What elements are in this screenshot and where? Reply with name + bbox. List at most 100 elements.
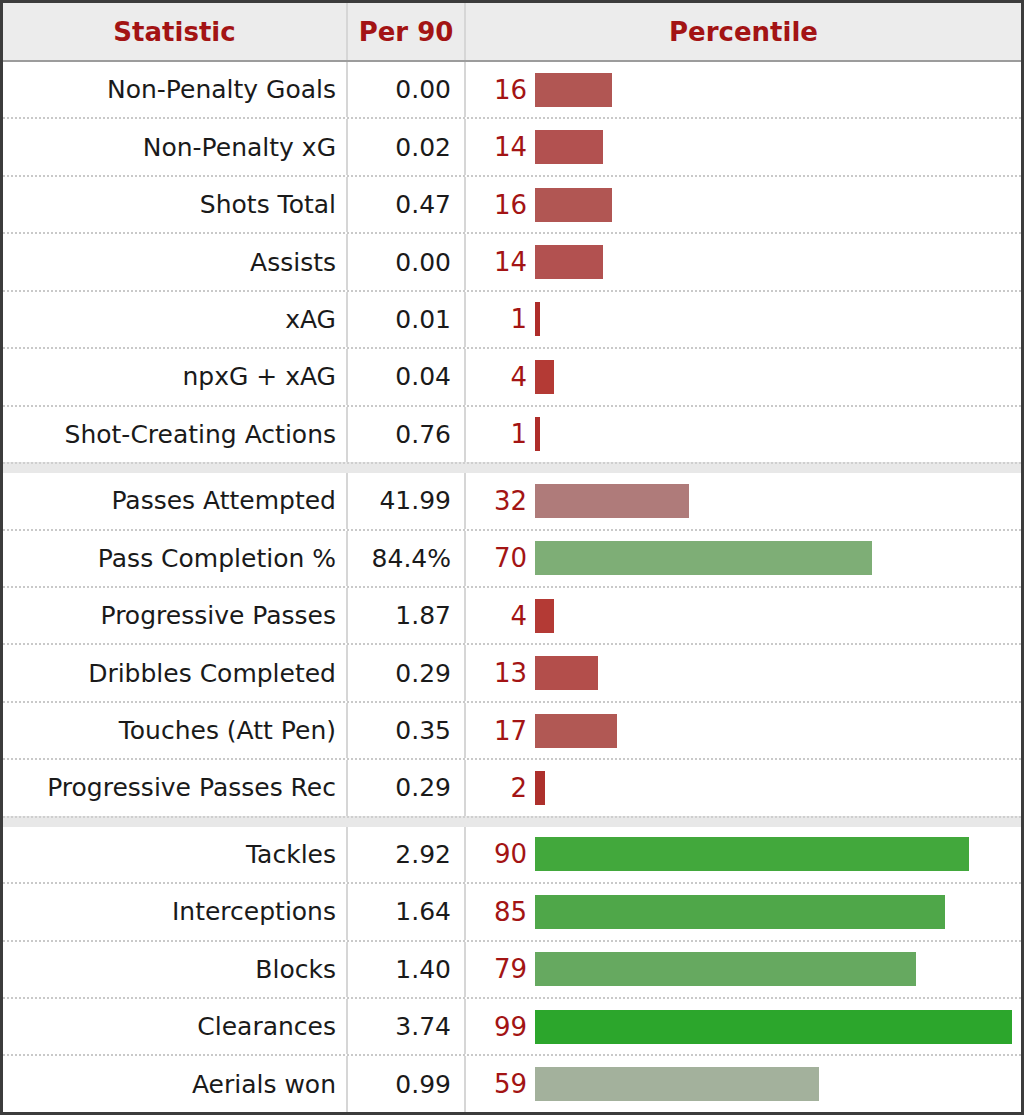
statistic-label: Passes Attempted: [3, 473, 348, 528]
per90-value: 0.00: [348, 62, 466, 117]
percentile-cell: 70: [466, 531, 1021, 586]
statistic-label: Non-Penalty Goals: [3, 62, 348, 117]
percentile-value: 90: [475, 839, 527, 869]
table-row: npxG + xAG 0.04 4: [3, 347, 1021, 404]
percentile-bar: [535, 599, 554, 633]
percentile-bar: [535, 656, 598, 690]
table-row: Non-Penalty Goals 0.00 16: [3, 62, 1021, 117]
percentile-cell: 32: [466, 473, 1021, 528]
per90-value: 41.99: [348, 473, 466, 528]
percentile-value: 32: [475, 486, 527, 516]
statistic-label: Progressive Passes: [3, 588, 348, 643]
percentile-cell: 17: [466, 703, 1021, 758]
section-separator: [3, 816, 1021, 827]
per90-value: 84.4%: [348, 531, 466, 586]
percentile-bar: [535, 714, 617, 748]
percentile-bar: [535, 130, 603, 164]
table-row: Shot-Creating Actions 0.76 1: [3, 405, 1021, 462]
table-row: Clearances 3.74 99: [3, 997, 1021, 1054]
percentile-value: 59: [475, 1069, 527, 1099]
percentile-bar: [535, 771, 545, 805]
column-header-per90: Per 90: [348, 3, 466, 60]
percentile-bar: [535, 360, 554, 394]
table-row: Dribbles Completed 0.29 13: [3, 643, 1021, 700]
percentile-cell: 14: [466, 119, 1021, 174]
table-row: Tackles 2.92 90: [3, 827, 1021, 882]
table-header: Statistic Per 90 Percentile: [3, 3, 1021, 62]
per90-value: 1.40: [348, 942, 466, 997]
statistic-label: Aerials won: [3, 1056, 348, 1111]
per90-value: 0.99: [348, 1056, 466, 1111]
percentile-value: 13: [475, 658, 527, 688]
percentile-bar: [535, 895, 945, 929]
statistic-label: xAG: [3, 292, 348, 347]
per90-value: 0.02: [348, 119, 466, 174]
percentile-bar: [535, 302, 540, 336]
percentile-cell: 16: [466, 62, 1021, 117]
per90-value: 0.29: [348, 760, 466, 815]
statistic-label: Touches (Att Pen): [3, 703, 348, 758]
percentile-cell: 99: [466, 999, 1021, 1054]
per90-value: 2.92: [348, 827, 466, 882]
percentile-value: 1: [475, 304, 527, 334]
per90-value: 0.47: [348, 177, 466, 232]
percentile-value: 14: [475, 247, 527, 277]
per90-value: 0.01: [348, 292, 466, 347]
per90-value: 0.29: [348, 645, 466, 700]
percentile-cell: 85: [466, 884, 1021, 939]
player-scouting-report-table: Statistic Per 90 Percentile Non-Penalty …: [0, 0, 1024, 1115]
table-row: Non-Penalty xG 0.02 14: [3, 117, 1021, 174]
percentile-cell: 4: [466, 349, 1021, 404]
table-row: Progressive Passes Rec 0.29 2: [3, 758, 1021, 815]
statistic-label: Assists: [3, 234, 348, 289]
table-row: Blocks 1.40 79: [3, 940, 1021, 997]
percentile-bar: [535, 73, 612, 107]
percentile-bar: [535, 1067, 819, 1101]
per90-value: 0.35: [348, 703, 466, 758]
percentile-bar: [535, 952, 916, 986]
statistic-label: Non-Penalty xG: [3, 119, 348, 174]
table-row: Shots Total 0.47 16: [3, 175, 1021, 232]
percentile-cell: 4: [466, 588, 1021, 643]
percentile-bar: [535, 541, 872, 575]
percentile-cell: 1: [466, 292, 1021, 347]
percentile-cell: 13: [466, 645, 1021, 700]
statistic-label: Interceptions: [3, 884, 348, 939]
table-body: Non-Penalty Goals 0.00 16 Non-Penalty xG…: [3, 62, 1021, 1112]
percentile-value: 4: [475, 362, 527, 392]
table-row: Touches (Att Pen) 0.35 17: [3, 701, 1021, 758]
table-row: Pass Completion % 84.4% 70: [3, 529, 1021, 586]
table-row: Assists 0.00 14: [3, 232, 1021, 289]
table-row: xAG 0.01 1: [3, 290, 1021, 347]
percentile-value: 4: [475, 601, 527, 631]
percentile-cell: 79: [466, 942, 1021, 997]
percentile-value: 1: [475, 419, 527, 449]
table-row: Progressive Passes 1.87 4: [3, 586, 1021, 643]
statistic-label: Progressive Passes Rec: [3, 760, 348, 815]
statistic-label: Shot-Creating Actions: [3, 407, 348, 462]
table-row: Passes Attempted 41.99 32: [3, 473, 1021, 528]
table-row: Interceptions 1.64 85: [3, 882, 1021, 939]
statistic-label: Tackles: [3, 827, 348, 882]
column-header-percentile: Percentile: [466, 3, 1021, 60]
percentile-cell: 14: [466, 234, 1021, 289]
statistic-label: Dribbles Completed: [3, 645, 348, 700]
per90-value: 0.00: [348, 234, 466, 289]
percentile-bar: [535, 245, 603, 279]
per90-value: 1.64: [348, 884, 466, 939]
percentile-bar: [535, 837, 969, 871]
percentile-value: 14: [475, 132, 527, 162]
statistic-label: Blocks: [3, 942, 348, 997]
per90-value: 0.76: [348, 407, 466, 462]
column-header-statistic: Statistic: [3, 3, 348, 60]
percentile-bar: [535, 1010, 1012, 1044]
percentile-cell: 2: [466, 760, 1021, 815]
per90-value: 3.74: [348, 999, 466, 1054]
percentile-value: 16: [475, 75, 527, 105]
percentile-value: 70: [475, 543, 527, 573]
statistic-label: Pass Completion %: [3, 531, 348, 586]
percentile-value: 85: [475, 897, 527, 927]
per90-value: 1.87: [348, 588, 466, 643]
statistic-label: npxG + xAG: [3, 349, 348, 404]
table-row: Aerials won 0.99 59: [3, 1054, 1021, 1111]
